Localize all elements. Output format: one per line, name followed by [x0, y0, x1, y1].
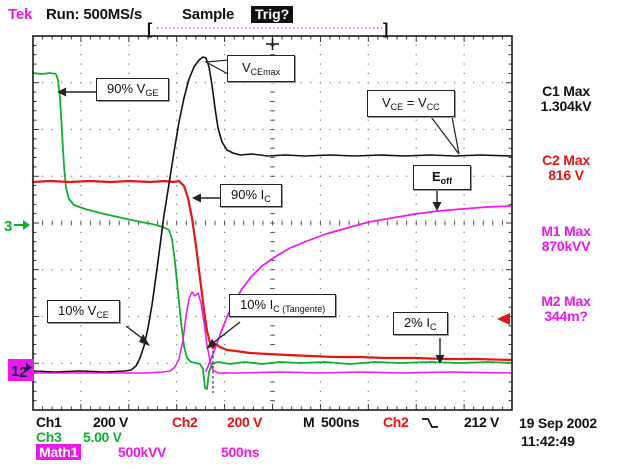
- trigger-position-icon: [266, 38, 279, 50]
- math1-timebase: 500ns: [221, 444, 260, 460]
- annotation-90pct-ic: 90% IC: [220, 184, 282, 207]
- ic90-arrow-icon: [192, 193, 201, 203]
- measurement-c1-max: C1 Max 1.304kV: [517, 84, 615, 114]
- measurement-value: 344m?: [544, 308, 588, 324]
- trigger-level: 212 V: [464, 414, 500, 430]
- measurement-label: C2 Max: [542, 152, 590, 168]
- annotation-text: E: [432, 169, 441, 184]
- annotation-text: 90% I: [231, 187, 265, 202]
- annotation-arrows: [57, 59, 460, 364]
- ic10-arrow-icon: [206, 339, 217, 349]
- waveform-ch3-vge: [32, 72, 513, 390]
- measurement-value: 870kVV: [541, 238, 591, 254]
- ch3-label: Ch3: [36, 429, 62, 445]
- annotation-subscript: C (Tangente): [273, 304, 326, 314]
- vge-arrow-icon: [57, 87, 66, 97]
- ch3-marker: 3: [4, 218, 30, 235]
- trigger-status-badge: Trig?: [251, 6, 294, 23]
- eoff-arrow-icon: [432, 202, 442, 211]
- waveform-ch1-vce: [32, 56, 513, 373]
- time-label: 11:42:49: [521, 433, 575, 449]
- measurement-label: M2 Max: [541, 293, 591, 309]
- measurement-value: 816 V: [548, 167, 584, 183]
- annotation-vcemax: VCEmax: [227, 55, 296, 82]
- annotation-subscript: C: [430, 322, 437, 332]
- measurement-label: C1 Max: [542, 83, 590, 99]
- annotation-subscript: CEmax: [250, 67, 281, 77]
- annotation-text: V: [242, 60, 251, 75]
- annotation-text: 2% I: [404, 315, 431, 330]
- annotation-90pct-vge: 90% VGE: [96, 78, 170, 101]
- svg-text:3: 3: [4, 218, 12, 235]
- annotation-10pct-vce: 10% VCE: [47, 300, 120, 323]
- right-reference-arrow-icon: [497, 313, 510, 325]
- acquisition-mode: Sample: [182, 6, 235, 23]
- math1-scale: 500kVV: [118, 444, 167, 460]
- ch1-scale: 200 V: [93, 414, 129, 430]
- math1-label: Math1: [36, 444, 81, 460]
- annotation-subscript: CC: [426, 102, 440, 112]
- tek-logo: Tek: [8, 6, 33, 23]
- waveform-ch2-ic: [31, 179, 514, 362]
- marker-arrow-icon: [26, 363, 32, 372]
- ch3-marker-arrow-icon: [23, 220, 30, 230]
- measurement-label: M1 Max: [541, 223, 591, 239]
- ch2-scale: 200 V: [227, 414, 263, 430]
- annotation-10pct-ic-tangente: 10% IC (Tangente): [229, 294, 337, 317]
- timebase-label: M: [303, 414, 315, 430]
- svg-text:1: 1: [11, 363, 19, 380]
- annotation-text: 90% V: [107, 81, 146, 96]
- acq-right-bracket: ]: [383, 21, 388, 38]
- annotation-vce-equals-vcc: VCE = VCC: [367, 90, 455, 117]
- annotation-subscript: C: [264, 194, 271, 204]
- annotation-subscript: off: [440, 176, 453, 186]
- annotation-text: V: [382, 95, 391, 110]
- ch3-scale: 5.00 V: [83, 429, 122, 445]
- vcevcc-callout-pointer: [429, 116, 460, 155]
- ch1-ch2-math-marker: 1 2: [8, 359, 34, 381]
- ch2-label: Ch2: [172, 414, 198, 430]
- waveform-math-eoff-energy: [205, 205, 513, 372]
- waveforms: [31, 56, 514, 390]
- vce10-arrow-icon: [139, 334, 150, 346]
- annotation-text: 10% V: [58, 303, 97, 318]
- measurement-m1-max: M1 Max 870kVV: [517, 224, 615, 254]
- trigger-source: Ch2: [383, 414, 409, 430]
- annotation-subscript: GE: [145, 88, 159, 98]
- waveform-math-power-pulse: [32, 291, 513, 374]
- measurement-m2-max: M2 Max 344m?: [517, 294, 615, 324]
- run-status: Run: 500MS/s: [46, 6, 142, 23]
- annotation-subscript: CE: [390, 102, 404, 112]
- falling-edge-trigger-icon: [422, 418, 438, 428]
- annotation-subscript: CE: [96, 310, 109, 320]
- annotation-text: 10% I: [240, 297, 274, 312]
- annotation-eoff: Eoff: [413, 165, 472, 190]
- acq-left-bracket: [: [147, 21, 153, 38]
- date-label: 19 Sep 2002: [519, 415, 597, 431]
- timebase-scale: 500ns: [321, 414, 360, 430]
- svg-text:2: 2: [19, 364, 27, 381]
- graticule-border: [32, 35, 513, 411]
- measurement-value: 1.304kV: [540, 98, 592, 114]
- annotation-2pct-ic: 2% IC: [393, 312, 448, 335]
- ch1-label: Ch1: [36, 414, 62, 430]
- measurement-c2-max: C2 Max 816 V: [517, 153, 615, 183]
- annotation-text: = V: [403, 95, 427, 110]
- ic2-arrow-icon: [435, 355, 445, 364]
